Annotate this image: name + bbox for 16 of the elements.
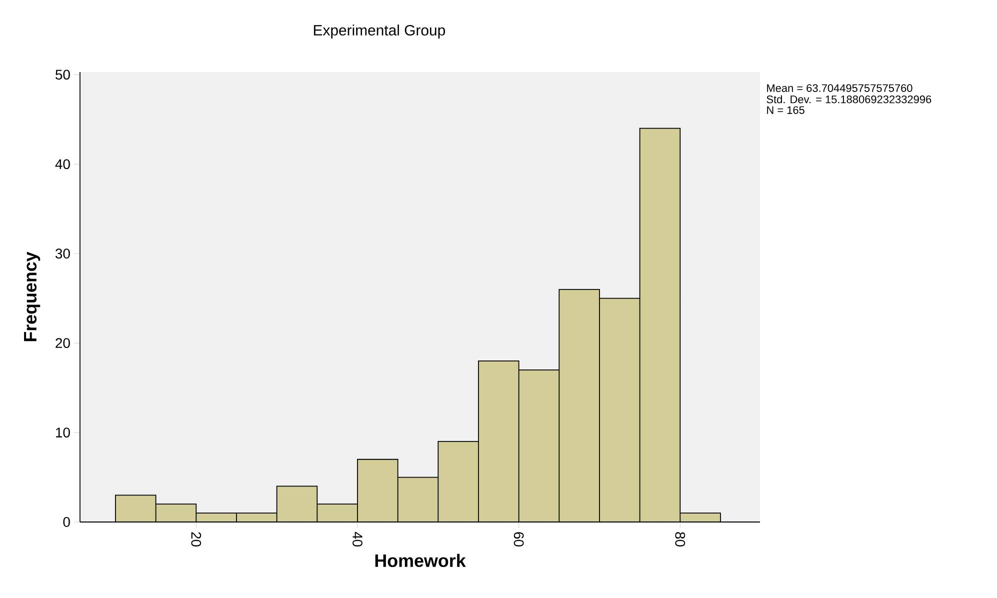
y-tick-label: 50 xyxy=(56,70,70,80)
y-tick-label: 20 xyxy=(56,338,70,348)
text: Std. Dev. = 15.188069232332996 xyxy=(766,95,932,104)
x-tick-label: 80 xyxy=(675,532,686,546)
text: Mean = 63.704495757575760 xyxy=(767,84,912,92)
chart-title: Experimental Group xyxy=(314,24,445,38)
x-tick-label: 20 xyxy=(191,532,202,546)
text: N = 165 xyxy=(767,106,804,114)
y-tick-label: 0 xyxy=(63,517,70,527)
y-tick-label: 10 xyxy=(56,428,70,438)
x-tick-label: 40 xyxy=(352,532,362,546)
x-axis-title: Homework xyxy=(375,554,466,568)
y-tick-label: 30 xyxy=(56,248,70,259)
y-axis-title: Frequency xyxy=(24,252,40,342)
y-tick-label: 40 xyxy=(55,159,70,170)
x-tick-label: 60 xyxy=(514,532,524,546)
